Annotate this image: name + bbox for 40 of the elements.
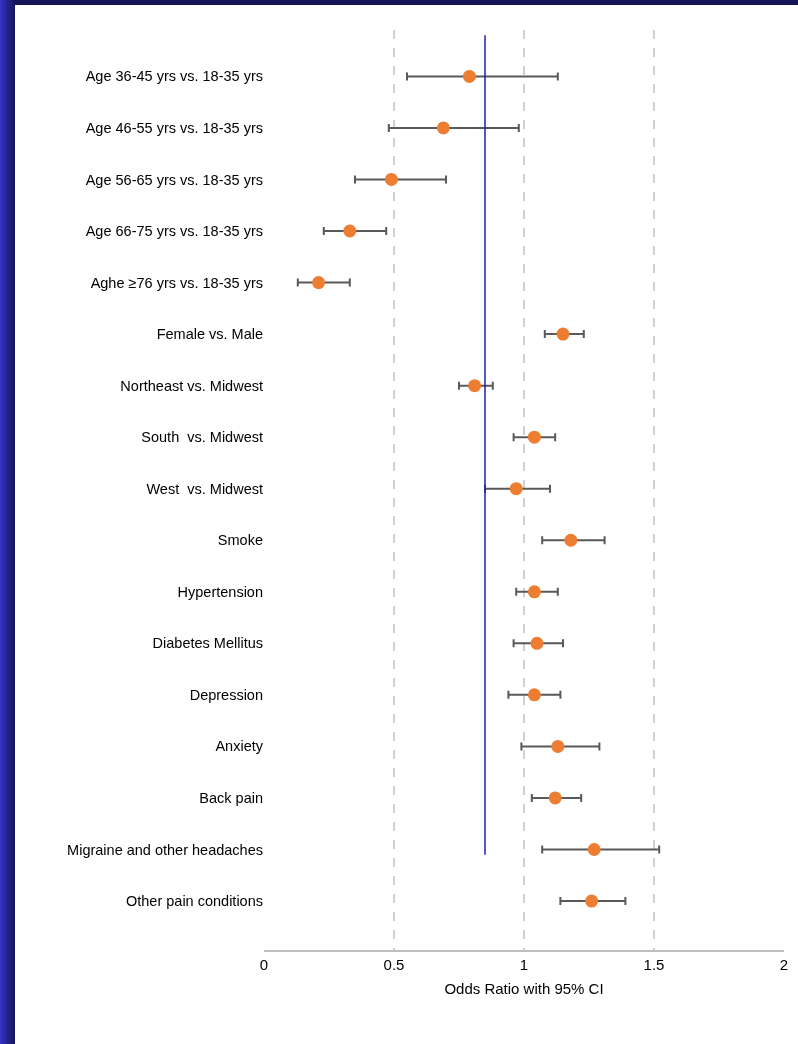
y-tick-label: South vs. Midwest: [141, 429, 263, 446]
y-tick-label: Northeast vs. Midwest: [120, 377, 263, 394]
point: [527, 430, 541, 444]
x-tick-label: 1.5: [643, 955, 665, 973]
y-tick-label: Back pain: [199, 790, 263, 807]
y-tick-label: West vs. Midwest: [146, 480, 263, 497]
point: [556, 327, 570, 341]
y-tick-label: Aghe ≥76 yrs vs. 18-35 yrs: [90, 274, 263, 291]
point: [585, 894, 599, 908]
y-tick-label: Diabetes Mellitus: [152, 635, 263, 652]
y-tick-label: Anxiety: [215, 738, 264, 755]
y-tick-label: Other pain conditions: [125, 893, 263, 910]
x-axis-title: Odds Ratio with 95% CI: [444, 980, 604, 998]
point: [343, 224, 357, 238]
point: [509, 482, 523, 496]
point: [462, 69, 476, 83]
point: [384, 172, 398, 186]
y-tick-label: Female vs. Male: [156, 326, 263, 343]
point: [548, 791, 562, 805]
y-tick-label: Age 56-65 yrs vs. 18-35 yrs: [85, 171, 263, 188]
y-tick-label: Hypertension: [177, 583, 263, 600]
point: [530, 636, 544, 650]
point: [564, 533, 578, 547]
point: [527, 688, 541, 702]
y-tick-label: Smoke: [217, 532, 263, 549]
y-tick-label: Age 46-55 yrs vs. 18-35 yrs: [85, 120, 263, 137]
point: [436, 121, 450, 135]
x-tick-label: 1: [519, 955, 529, 973]
x-tick-label: 0.5: [383, 955, 405, 973]
y-tick-label: Depression: [189, 686, 263, 703]
point: [468, 379, 482, 393]
x-tick-label: 0: [259, 955, 269, 973]
y-tick-label: Migraine and other headaches: [67, 841, 263, 858]
point: [312, 276, 326, 290]
point: [587, 843, 601, 856]
point: [527, 585, 541, 599]
x-tick-label: 2: [779, 955, 789, 973]
point: [551, 739, 565, 753]
y-tick-label: Age 66-75 yrs vs. 18-35 yrs: [85, 223, 263, 240]
y-tick-label: Age 36-45 yrs vs. 18-35 yrs: [85, 68, 263, 85]
